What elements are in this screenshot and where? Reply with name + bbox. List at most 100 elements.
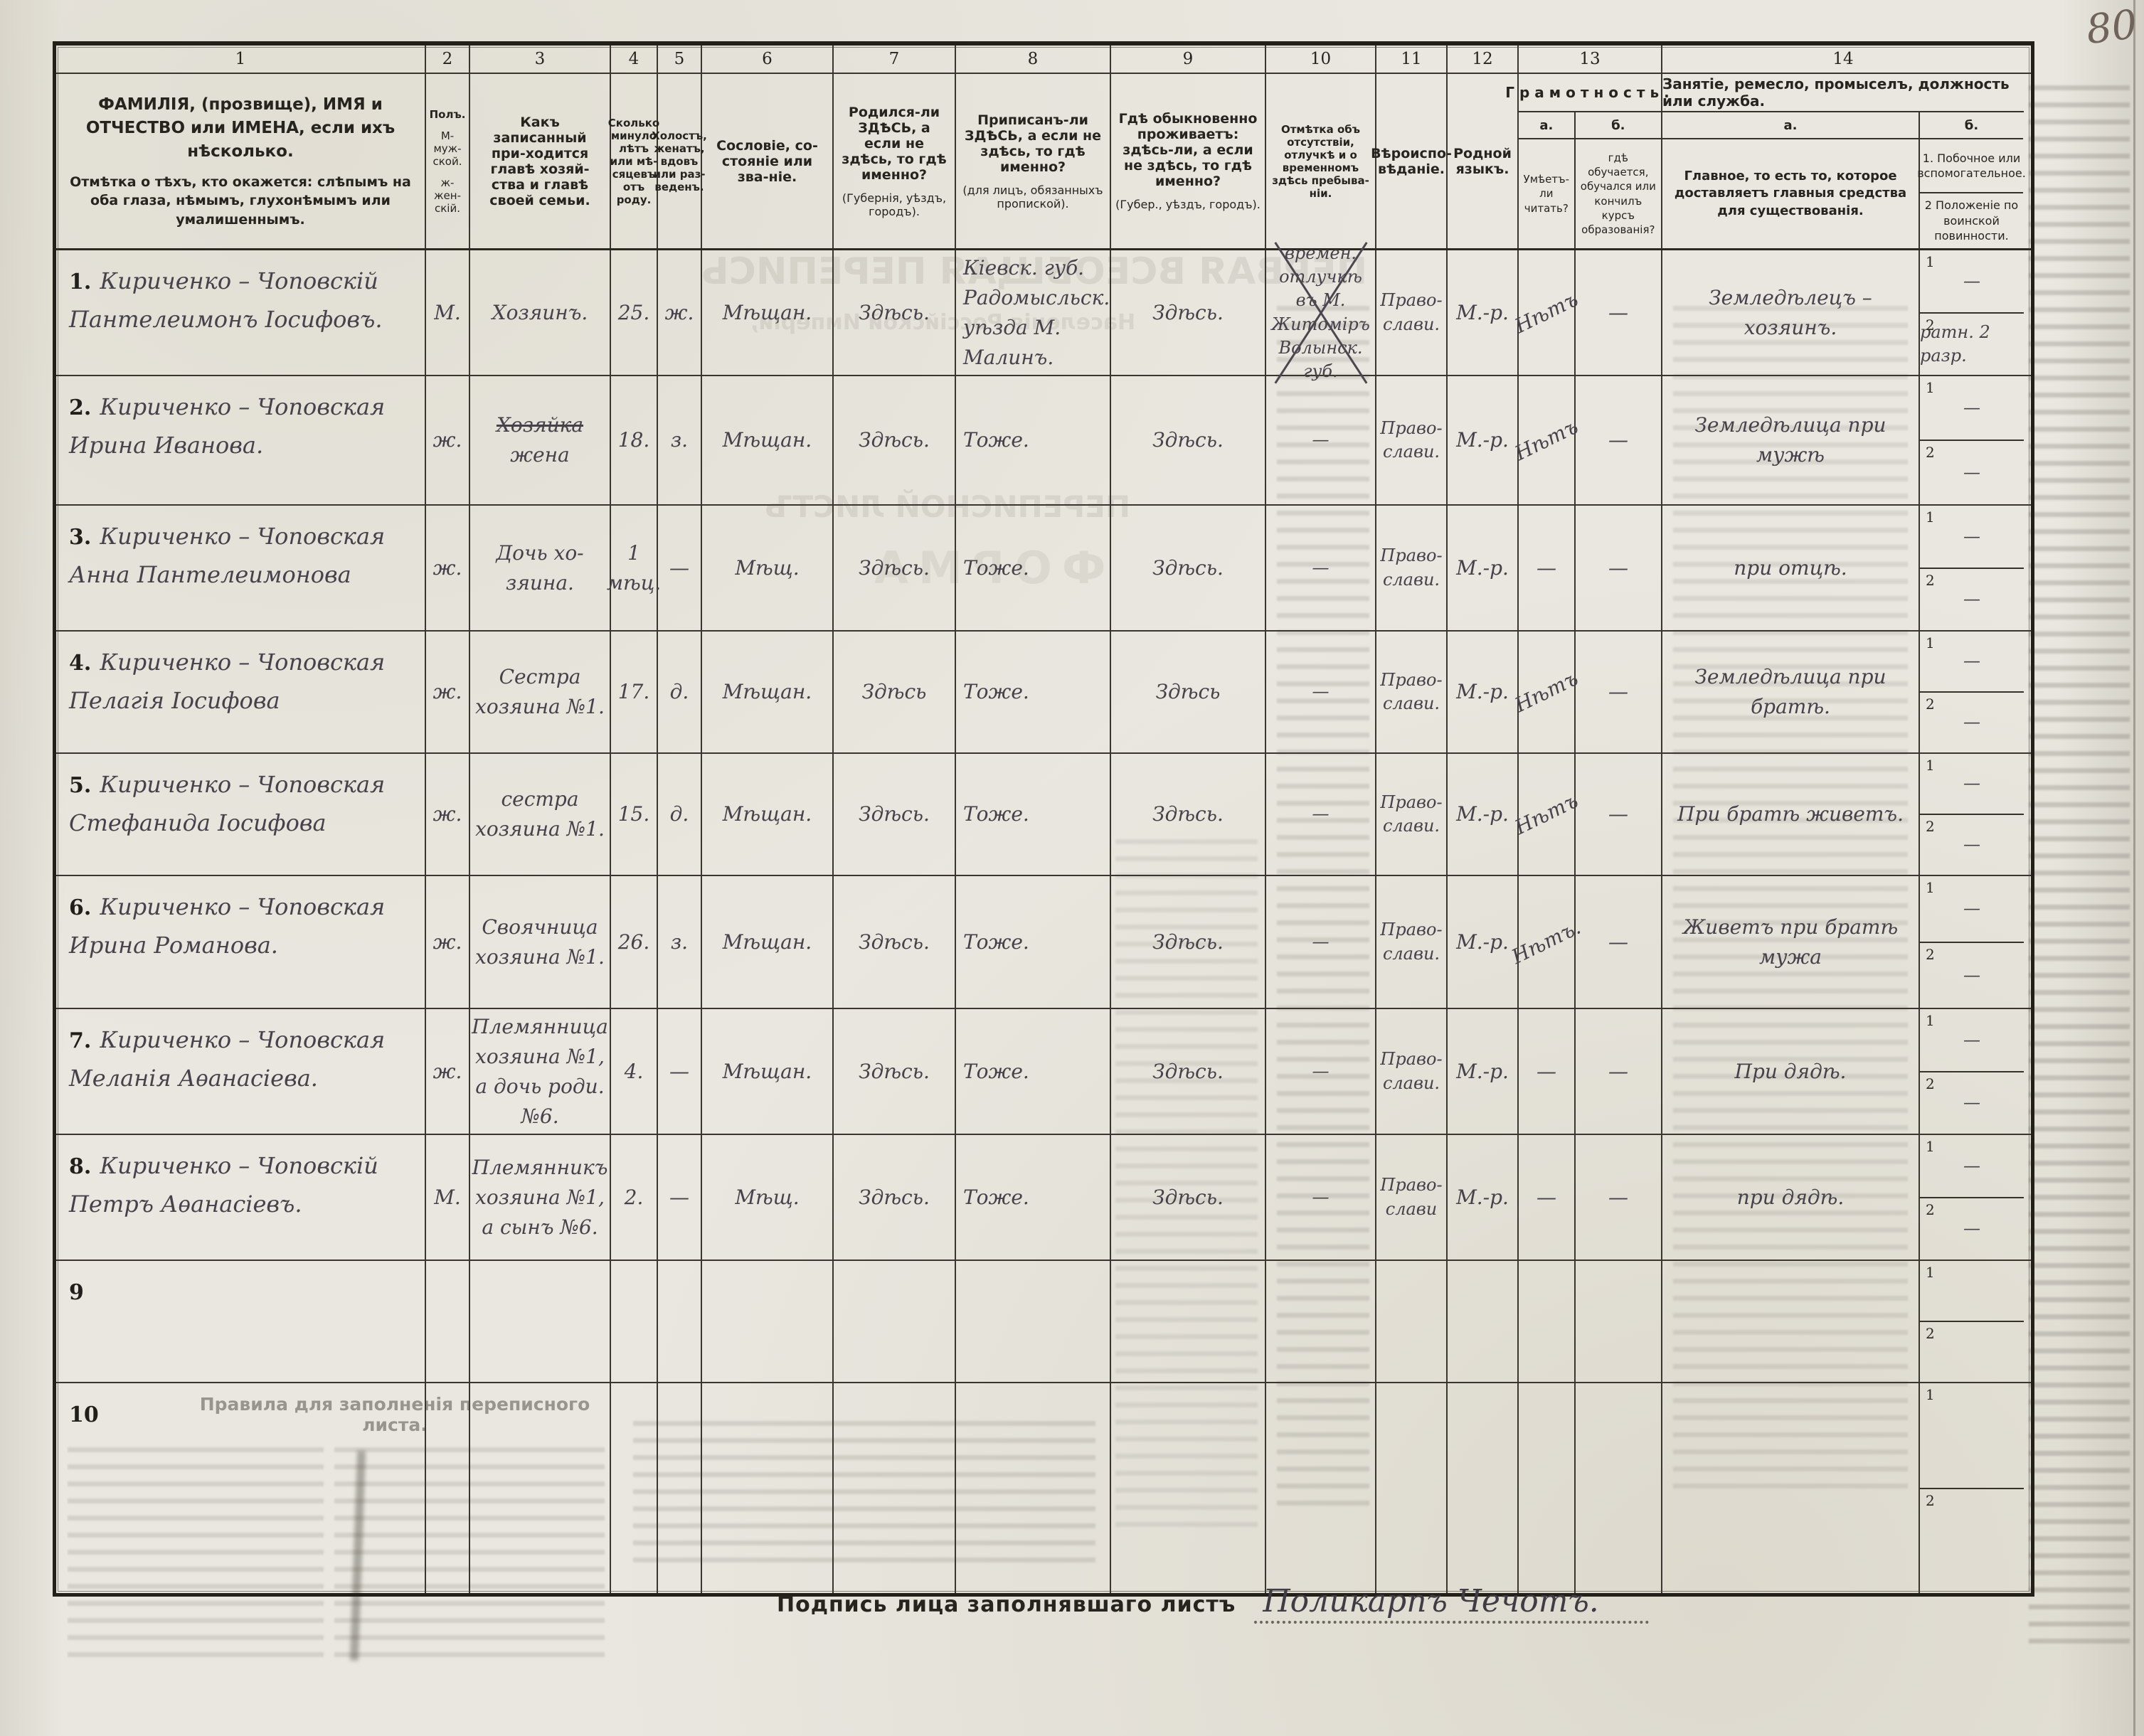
side2-entry: — xyxy=(1963,712,1980,733)
cell-registered: Тоже. xyxy=(956,506,1111,630)
age-entry: 1 мѣц. xyxy=(606,540,662,595)
header-occupation-a: а. Главное, то есть то, которое доставля… xyxy=(1662,112,1920,248)
cell-name: 6. Кириченко – Чоповская Ирина Романова. xyxy=(56,876,426,1008)
page-number: 80 xyxy=(2084,1,2140,54)
census-table: 1 2 3 4 5 6 7 8 9 10 11 12 13 14 ФАМИЛІЯ… xyxy=(53,41,2034,1597)
resides-entry: Здѣсь. xyxy=(1152,1185,1224,1209)
side1-entry: — xyxy=(1963,397,1980,417)
header-language-text: Родной языкъ. xyxy=(1453,145,1512,177)
header-marital-text: Холостъ, женатъ, вдовъ или раз-веденъ. xyxy=(652,129,707,193)
col-number-1: 1 xyxy=(56,46,426,73)
header-occupation-a-text: Главное, то есть то, которое доставляетъ… xyxy=(1674,169,1907,218)
cell-occupation: При дядѣ. xyxy=(1662,1009,1920,1134)
side2-entry: — xyxy=(1963,1092,1980,1113)
bleedthrough-text-block xyxy=(2029,85,2130,1650)
cell-sex xyxy=(426,1261,470,1382)
bleedthrough-text-block xyxy=(633,1421,1095,1570)
col-number-2: 2 xyxy=(426,46,470,73)
cell-age: 17. xyxy=(611,632,658,752)
row-number: 8. xyxy=(69,1154,92,1179)
language-entry: М.-р. xyxy=(1456,680,1509,703)
bleedthrough-rules-title: Правила для заполненія переписного листа… xyxy=(199,1394,590,1435)
cell-born: Здѣсь. xyxy=(834,1135,956,1260)
born-entry: Здѣсь. xyxy=(859,428,930,452)
cell-age: 15. xyxy=(611,754,658,875)
cell-name: 8. Кириченко – Чоповскій Петръ Аѳанасіевъ… xyxy=(56,1135,426,1260)
table-row: 8. Кириченко – Чоповскій Петръ Аѳанасіевъ… xyxy=(56,1135,2031,1261)
cell-sex: ж. xyxy=(426,754,470,875)
cell-marital: д. xyxy=(658,632,702,752)
header-registered-note: (для лицъ, обязанныхъ пропиской). xyxy=(962,183,1103,211)
age-entry: 2. xyxy=(624,1185,644,1209)
born-entry: Здѣсь xyxy=(861,680,927,703)
header-name-note: Отмѣтка о тѣхъ, кто окажется: слѣпымъ на… xyxy=(70,174,411,228)
cell-absence xyxy=(1266,1383,1376,1593)
header-religion-text: Вѣроиспо-вѣданіе. xyxy=(1371,145,1452,177)
religion-entry: Право-слави. xyxy=(1380,792,1443,836)
col-number-5: 5 xyxy=(658,46,702,73)
cell-side-occupation: 1— 2— xyxy=(1920,632,2024,752)
religion-entry: Право-слави. xyxy=(1380,290,1443,334)
cell-age: 18. xyxy=(611,376,658,504)
table-body: 1. Кириченко – Чоповскій Пантелеимонъ Іос… xyxy=(56,243,2031,1593)
cell-literacy-read: — xyxy=(1519,1009,1576,1134)
literacy-read-entry: Нѣтъ xyxy=(1511,789,1582,840)
occupation-entry: Земледѣлица при братѣ. xyxy=(1694,665,1886,718)
cell-resides: Здѣсь. xyxy=(1111,506,1266,630)
bleedthrough-text-block xyxy=(1277,306,1369,1515)
age-entry: 18. xyxy=(617,428,650,452)
estate-entry: Мѣщан. xyxy=(722,300,812,324)
cell-side-occupation: 1— 2— xyxy=(1920,876,2024,1008)
occupation-entry: При дядѣ. xyxy=(1734,1059,1847,1083)
military-status-slot: 2 xyxy=(1920,1322,2024,1382)
signature-label: Подпись лица заполнявшаго листъ xyxy=(777,1592,1236,1617)
header-relation: Какъ записанный при-ходится главѣ хозяй-… xyxy=(470,74,611,248)
cell-name: 2. Кириченко – Чоповская Ирина Иванова. xyxy=(56,376,426,504)
cell-relation xyxy=(470,1261,611,1382)
name-entry: Кириченко – Чоповская Ирина Иванова. xyxy=(69,393,386,459)
literacy-read-entry: — xyxy=(1537,555,1556,580)
cell-side-occupation: 1— 2 ратн. 2 разр. xyxy=(1920,250,2024,375)
sub-label-2: 2 xyxy=(1926,818,1935,835)
header-religion: Вѣроиспо-вѣданіе. xyxy=(1371,74,1452,248)
sub-label-2: 2 xyxy=(1926,945,1935,963)
cell-name: 10 xyxy=(56,1383,426,1593)
cell-marital: — xyxy=(658,1009,702,1134)
column-numbers-row: 1 2 3 4 5 6 7 8 9 10 11 12 13 14 xyxy=(56,46,2031,74)
cell-estate: Мѣщ. xyxy=(702,1135,834,1260)
cell-language: М.-р. xyxy=(1448,1009,1519,1134)
registered-entry: Тоже. xyxy=(963,680,1029,703)
side-occupation-slot: 1— xyxy=(1920,876,2024,943)
absence-entry: — xyxy=(1312,557,1330,577)
cell-relation: Племянникъ хозяина №1, а сынъ №6. xyxy=(470,1135,611,1260)
resides-entry: Здѣсь xyxy=(1155,680,1221,703)
relation-entry: Дочь хо-зяина. xyxy=(496,540,584,595)
side-occupation-slot: 1— xyxy=(1920,250,2024,314)
cell-relation: Своячница хозяина №1. xyxy=(470,876,611,1008)
header-occupation: Занятіе, ремесло, промыселъ, должность и… xyxy=(1662,74,2026,248)
cell-occupation: Земледѣлица при братѣ. xyxy=(1662,632,1920,752)
sex-entry: ж. xyxy=(432,555,462,580)
header-estate-text: Сословіе, со-стояніе или зва-ніе. xyxy=(716,137,818,185)
military-status-slot: 2— xyxy=(1920,943,2024,1008)
estate-entry: Мѣщан. xyxy=(722,1059,812,1083)
relation-entry: Племянница хозяина №1, а дочь роди. №6. xyxy=(472,1014,608,1128)
relation-struck-entry: Хозяйка xyxy=(496,413,584,437)
cell-born xyxy=(834,1261,956,1382)
military-status-slot: 2— xyxy=(1920,815,2024,875)
header-occupation-b2-text: 2 Положеніе по воинской повинности. xyxy=(1924,198,2019,243)
resides-entry: Здѣсь. xyxy=(1152,428,1224,452)
cell-side-occupation: 1 2 xyxy=(1920,1261,2024,1382)
marital-entry: — xyxy=(669,555,689,580)
cell-marital: з. xyxy=(658,376,702,504)
header-resides-text: Гдѣ обыкновенно проживаетъ: здѣсь-ли, а … xyxy=(1118,111,1258,189)
header-occupation-subcolumns: а. Главное, то есть то, которое доставля… xyxy=(1662,112,2026,248)
born-entry: Здѣсь. xyxy=(859,802,930,826)
cell-religion: Право-слави. xyxy=(1376,506,1448,630)
table-row: 4. Кириченко – Чоповская Пелагія Іосифова… xyxy=(56,632,2031,754)
cell-registered: Кіевск. губ. Радомысльск. уѣзда М. Малин… xyxy=(956,250,1111,375)
side-occupation-slot: 1— xyxy=(1920,1135,2024,1198)
cell-literacy-school: — xyxy=(1576,754,1662,875)
table-row: 2. Кириченко – Чоповская Ирина Иванова. ж… xyxy=(56,376,2031,506)
